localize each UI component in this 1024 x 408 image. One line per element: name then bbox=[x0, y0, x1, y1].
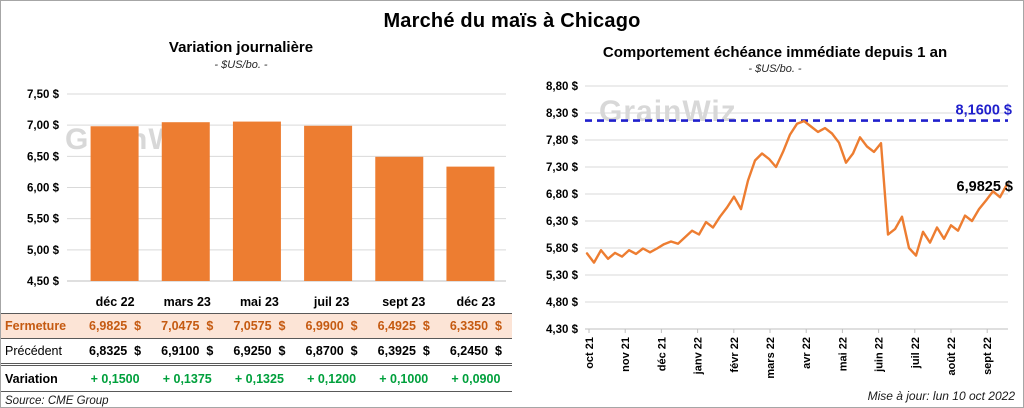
table-cell: 7,0575 $ bbox=[233, 319, 286, 333]
y-axis-label: 7,80 $ bbox=[546, 135, 579, 147]
table-cell: + 0,1500 bbox=[90, 371, 140, 386]
x-axis-label: juin 22 bbox=[874, 337, 886, 373]
table-header-row: déc 22 mars 23 mai 23 juil 23 sept 23 dé… bbox=[1, 291, 512, 314]
column-header: déc 23 bbox=[456, 295, 496, 309]
bar-déc 22 bbox=[90, 126, 139, 281]
bar-mai 23 bbox=[232, 121, 281, 281]
y-axis-label: 4,80 $ bbox=[546, 297, 579, 309]
table-cell: 6,8700 $ bbox=[305, 344, 358, 358]
table-cell: + 0,1200 bbox=[307, 371, 357, 386]
source-note: Source: CME Group bbox=[5, 395, 109, 407]
y-axis-label: 4,30 $ bbox=[546, 324, 579, 336]
y-axis-label: 6,00 $ bbox=[27, 183, 60, 195]
y-axis-label: 6,80 $ bbox=[546, 189, 579, 201]
y-axis-label: 6,50 $ bbox=[27, 151, 60, 163]
updated-note: Mise à jour: lun 10 oct 2022 bbox=[867, 389, 1015, 403]
table-cell: 6,4925 $ bbox=[377, 319, 430, 333]
table-cell: + 0,1375 bbox=[162, 371, 212, 386]
y-axis-label: 7,30 $ bbox=[546, 162, 579, 174]
table-cell: 6,2450 $ bbox=[449, 344, 502, 358]
y-axis-label: 5,80 $ bbox=[546, 243, 579, 255]
column-header: mars 23 bbox=[163, 295, 211, 309]
bar-sept 23 bbox=[375, 156, 424, 281]
last-price-label: 6,9825 $ bbox=[957, 179, 1013, 195]
y-axis-label: 7,00 $ bbox=[27, 120, 60, 132]
row-label: Précédent bbox=[5, 344, 62, 358]
x-axis-label: avr 22 bbox=[801, 337, 813, 369]
table-row-precedent: Précédent 6,8325 $ 6,9100 $ 6,9250 $ 6,8… bbox=[1, 339, 512, 366]
x-axis-label: févr 22 bbox=[729, 337, 741, 372]
y-axis-label: 7,50 $ bbox=[27, 89, 60, 101]
futures-table: déc 22 mars 23 mai 23 juil 23 sept 23 dé… bbox=[1, 291, 512, 407]
y-axis-label: 5,30 $ bbox=[546, 270, 579, 282]
x-axis-label: sept 22 bbox=[982, 337, 994, 375]
daily-variation-bar-chart: 7,50 $ 7,00 $ 6,50 $ 6,00 $ 5,50 $ 5,00 $ 4,50… bbox=[27, 89, 506, 288]
x-axis-label: mai 22 bbox=[837, 337, 849, 371]
column-header: déc 22 bbox=[95, 295, 135, 309]
table-cell: 6,8325 $ bbox=[89, 344, 142, 358]
y-axis-label: 6,30 $ bbox=[546, 216, 579, 228]
table-cell: 6,3350 $ bbox=[449, 319, 502, 333]
page-title: Marché du maïs à Chicago bbox=[383, 10, 641, 32]
line-chart-title: Comportement échéance immédiate depuis 1… bbox=[602, 44, 948, 61]
table-cell: 6,9250 $ bbox=[233, 344, 286, 358]
table-row-variation: Variation + 0,1500 + 0,1375 + 0,1325 + 0… bbox=[1, 366, 512, 392]
bar-chart-subtitle: - $US/bo. - bbox=[214, 59, 268, 71]
y-axis-label: 5,50 $ bbox=[27, 214, 60, 226]
x-axis-label: mars 22 bbox=[765, 337, 777, 379]
x-axis-label: oct 21 bbox=[584, 337, 596, 369]
row-label: Variation bbox=[5, 371, 58, 386]
column-header: sept 23 bbox=[382, 295, 426, 309]
table-cell: + 0,0900 bbox=[451, 371, 501, 386]
price-line bbox=[585, 119, 1009, 264]
x-axis-label: août 22 bbox=[946, 337, 958, 376]
x-axis-label: déc 21 bbox=[656, 337, 668, 371]
table-cell: 7,0475 $ bbox=[161, 319, 214, 333]
column-header: juil 23 bbox=[313, 295, 350, 309]
reference-line-label: 8,1600 $ bbox=[956, 103, 1012, 119]
bar-mars 23 bbox=[161, 122, 210, 281]
y-axis-label: 5,00 $ bbox=[27, 245, 60, 257]
table-cell: 6,9100 $ bbox=[161, 344, 214, 358]
line-chart-subtitle: - $US/bo. - bbox=[748, 63, 802, 75]
front-month-line-chart: 8,80 $ 8,30 $ 7,80 $ 7,30 $ 6,80 $ 6,30 $ 5,80… bbox=[546, 81, 1013, 379]
bar-déc 23 bbox=[446, 166, 495, 281]
table-cell: + 0,1000 bbox=[379, 371, 429, 386]
table-cell: 6,3925 $ bbox=[377, 344, 430, 358]
bar-juil 23 bbox=[304, 125, 353, 281]
y-axis-label: 8,80 $ bbox=[546, 81, 579, 93]
column-header: mai 23 bbox=[239, 295, 279, 309]
table-cell: + 0,1325 bbox=[234, 371, 284, 386]
table-row-fermeture: Fermeture 6,9825 $ 7,0475 $ 7,0575 $ 6,9… bbox=[1, 314, 512, 339]
row-label: Fermeture bbox=[5, 319, 67, 333]
table-cell: 6,9900 $ bbox=[305, 319, 358, 333]
table-cell: 6,9825 $ bbox=[89, 319, 142, 333]
y-axis-label: 8,30 $ bbox=[546, 108, 579, 120]
y-axis-label: 4,50 $ bbox=[27, 276, 60, 288]
x-axis-label: nov 21 bbox=[620, 337, 632, 372]
x-axis-label: juil 22 bbox=[910, 337, 922, 369]
x-axis-label: janv 22 bbox=[693, 337, 705, 375]
bar-chart-title: Variation journalière bbox=[168, 39, 314, 56]
watermark-right: GrainWiz bbox=[599, 95, 737, 128]
